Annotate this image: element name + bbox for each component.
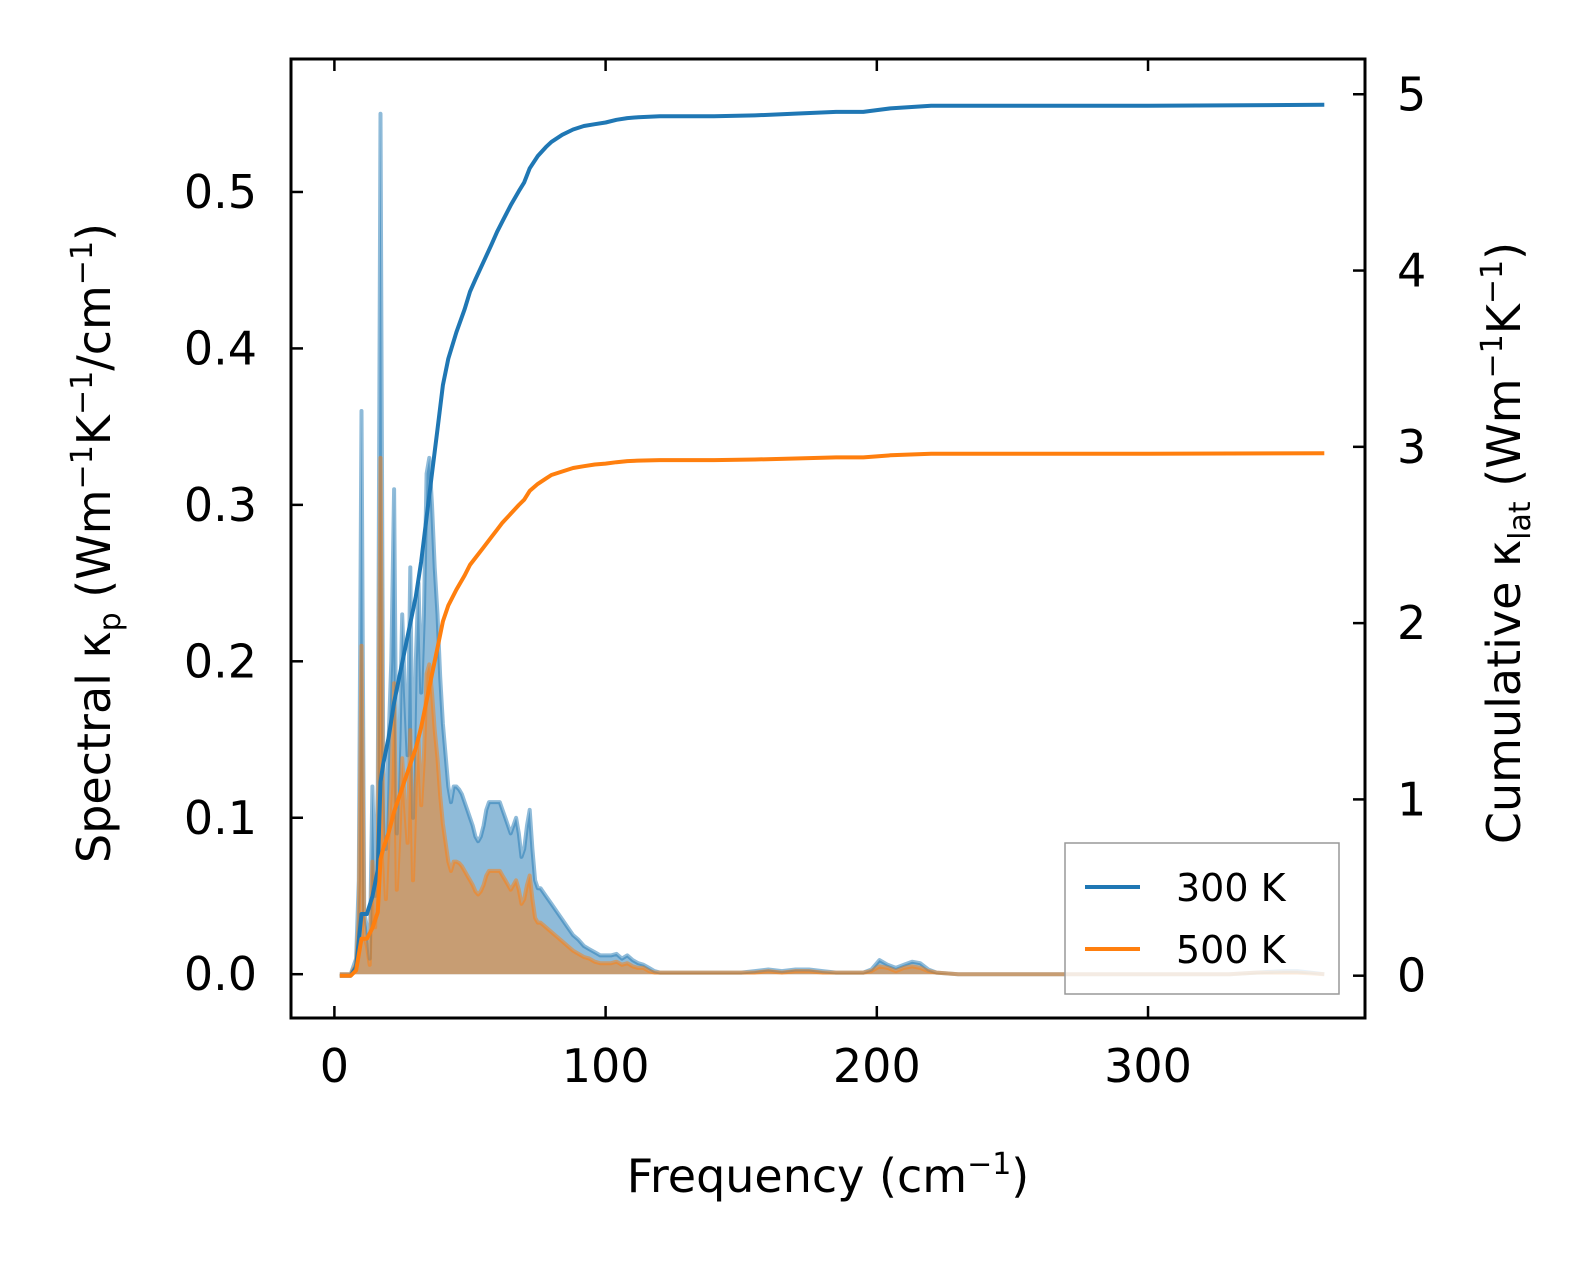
- y-left-tick-label: 0.2: [184, 634, 257, 688]
- y-right-tick-label: 5: [1397, 67, 1426, 121]
- legend-label-300k: 300 K: [1176, 866, 1287, 910]
- plot-frame: [289, 57, 1367, 1020]
- x-tick-label: 300: [1104, 1039, 1192, 1093]
- y-left-tick-label: 0.5: [184, 165, 257, 219]
- x-axis-ticks: 0 100 200 300: [320, 59, 1192, 1093]
- y-right-tick-label: 4: [1397, 244, 1426, 298]
- x-tick-label: 0: [320, 1039, 349, 1093]
- y-right-axis-ticks: 0 1 2 3 4 5: [1353, 67, 1426, 1003]
- legend-label-500k: 500 K: [1176, 928, 1287, 972]
- y-left-tick-label: 0.4: [184, 321, 257, 375]
- y-right-tick-label: 3: [1397, 420, 1426, 474]
- y-right-tick-label: 1: [1397, 772, 1426, 826]
- y-right-tick-label: 2: [1397, 596, 1426, 650]
- y-left-tick-label: 0.1: [184, 791, 257, 845]
- y-left-axis-title: Spectral κp (Wm−1K−1/cm−1): [65, 223, 128, 863]
- y-left-axis-ticks: 0.0 0.1 0.2 0.3 0.4 0.5: [184, 165, 303, 1001]
- y-left-tick-label: 0.3: [184, 478, 257, 532]
- cumulative-line-1: [339, 451, 1325, 978]
- y-right-tick-label: 0: [1397, 949, 1426, 1003]
- y-left-tick-label: 0.0: [184, 947, 257, 1001]
- cumulative-line-0: [339, 102, 1325, 978]
- legend: 300 K 500 K: [1064, 842, 1340, 995]
- x-axis-title: Frequency (cm−1): [627, 1147, 1030, 1203]
- spectral-fills: [339, 113, 1325, 975]
- spectral-area-1: [339, 457, 1325, 975]
- x-tick-label: 200: [833, 1039, 921, 1093]
- cumulative-lines: [339, 102, 1325, 978]
- y-right-axis-title: Cumulative κlat (Wm−1K−1): [1475, 242, 1538, 844]
- legend-box: [1064, 842, 1340, 995]
- x-tick-label: 100: [562, 1039, 650, 1093]
